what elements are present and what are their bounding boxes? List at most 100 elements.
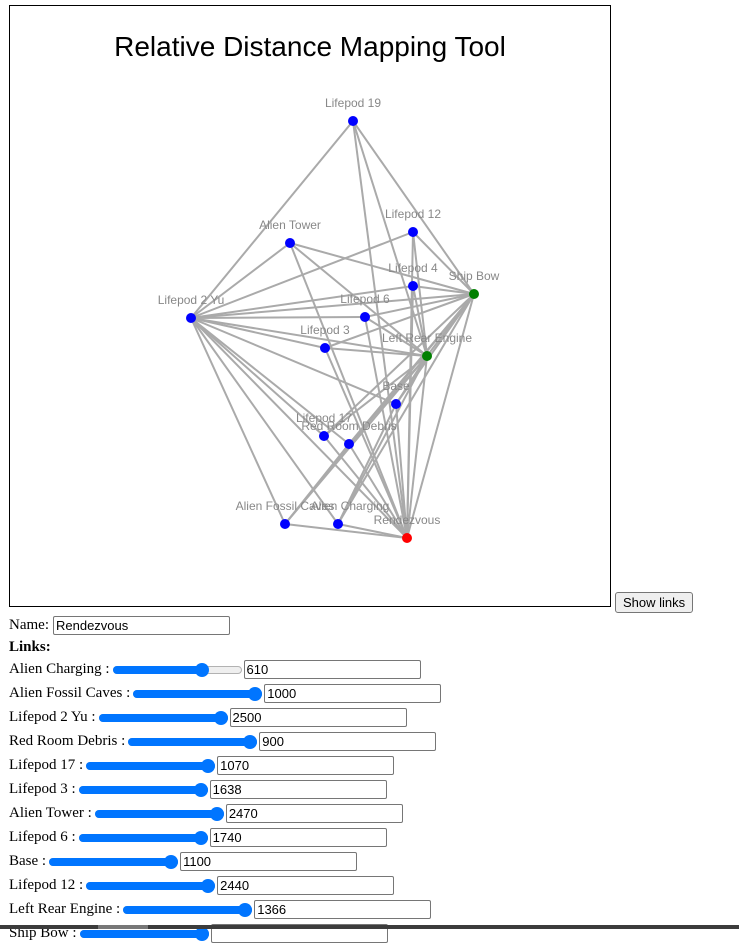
node-label-shipbow: Ship Bow bbox=[449, 269, 500, 283]
scrollbar-thumb[interactable] bbox=[98, 925, 148, 929]
node-leftrearengine[interactable] bbox=[422, 351, 432, 361]
link-label: Lifepod 2 Yu : bbox=[9, 708, 96, 725]
distance-slider[interactable] bbox=[94, 805, 224, 821]
distance-slider[interactable] bbox=[128, 733, 258, 749]
node-lifepod12[interactable] bbox=[408, 227, 418, 237]
distance-slider[interactable] bbox=[86, 757, 216, 773]
slider-fill bbox=[78, 834, 208, 842]
node-label-lifepod6: Lifepod 6 bbox=[340, 292, 390, 306]
node-label-base: Base bbox=[382, 379, 410, 393]
link-row: Lifepod 17 : bbox=[9, 753, 729, 777]
link-line-shipbow-leftrearengine bbox=[426, 293, 475, 357]
node-lifepod6[interactable] bbox=[360, 312, 370, 322]
link-line-base-rendezvous bbox=[395, 403, 408, 539]
slider-thumb[interactable] bbox=[213, 711, 228, 725]
link-row: Alien Tower : bbox=[9, 801, 729, 825]
slider-thumb[interactable] bbox=[193, 783, 208, 797]
location-nodes[interactable]: Lifepod 19 Alien Tower Lifepod 12 Lifepod 4… bbox=[158, 96, 500, 543]
node-alienfossilcaves[interactable] bbox=[280, 519, 290, 529]
node-redroomdebris[interactable] bbox=[344, 439, 354, 449]
distance-input[interactable] bbox=[217, 875, 395, 895]
distance-input[interactable] bbox=[209, 779, 387, 799]
link-label: Lifepod 12 : bbox=[9, 876, 84, 893]
distance-input[interactable] bbox=[180, 851, 358, 871]
link-line-lifepod2yu-redroomdebris bbox=[190, 317, 350, 445]
name-input[interactable] bbox=[52, 615, 230, 635]
distance-slider[interactable] bbox=[78, 829, 208, 845]
slider-thumb[interactable] bbox=[201, 759, 216, 773]
link-line-lifepod19-rendezvous bbox=[352, 120, 408, 539]
node-shipbow[interactable] bbox=[469, 289, 479, 299]
link-line-lifepod2yu-leftrearengine bbox=[190, 317, 428, 357]
link-line-aliencharging-rendezvous bbox=[337, 523, 408, 539]
node-label-lifepod12: Lifepod 12 bbox=[385, 207, 441, 221]
link-row: Red Room Debris : bbox=[9, 729, 729, 753]
link-line-alientower-rendezvous bbox=[289, 242, 408, 539]
slider-fill bbox=[133, 690, 263, 698]
link-line-lifepod4-shipbow bbox=[412, 285, 475, 295]
link-line-redroomdebris-rendezvous bbox=[348, 443, 408, 539]
slider-thumb[interactable] bbox=[194, 927, 209, 941]
node-rendezvous[interactable] bbox=[402, 533, 412, 543]
node-lifepod2yu[interactable] bbox=[186, 313, 196, 323]
name-row: Name: bbox=[9, 613, 729, 637]
distance-slider[interactable] bbox=[98, 709, 228, 725]
node-label-lifepod19: Lifepod 19 bbox=[325, 96, 381, 110]
node-lifepod4[interactable] bbox=[408, 281, 418, 291]
slider-thumb[interactable] bbox=[193, 831, 208, 845]
slider-fill bbox=[78, 786, 208, 794]
link-line-lifepod6-rendezvous bbox=[364, 316, 408, 539]
slider-thumb[interactable] bbox=[243, 735, 258, 749]
distance-input[interactable] bbox=[209, 827, 387, 847]
link-label: Lifepod 17 : bbox=[9, 756, 84, 773]
link-line-lifepod2yu-lifepod3 bbox=[190, 317, 326, 349]
node-base[interactable] bbox=[391, 399, 401, 409]
distance-input[interactable] bbox=[254, 899, 432, 919]
node-alientower[interactable] bbox=[285, 238, 295, 248]
link-line-lifepod2yu-shipbow bbox=[190, 293, 475, 319]
link-line-lifepod17-rendezvous bbox=[323, 435, 408, 539]
distance-slider[interactable] bbox=[86, 877, 216, 893]
slider-thumb[interactable] bbox=[164, 855, 179, 869]
link-row: Alien Fossil Caves : bbox=[9, 681, 729, 705]
node-label-redroomdebris: Red Room Debris bbox=[301, 419, 396, 433]
slider-thumb[interactable] bbox=[238, 903, 253, 917]
map-canvas[interactable]: Relative Distance Mapping Tool Lifepod 1… bbox=[9, 5, 611, 607]
distance-input[interactable] bbox=[259, 731, 437, 751]
node-lifepod19[interactable] bbox=[348, 116, 358, 126]
slider-thumb[interactable] bbox=[195, 663, 210, 677]
link-line-alientower-lifepod2yu bbox=[190, 242, 291, 319]
distance-input[interactable] bbox=[264, 683, 442, 703]
distance-input[interactable] bbox=[217, 755, 395, 775]
node-aliencharging[interactable] bbox=[333, 519, 343, 529]
distance-slider[interactable] bbox=[49, 853, 179, 869]
distance-slider[interactable] bbox=[112, 661, 242, 677]
link-label: Lifepod 3 : bbox=[9, 780, 76, 797]
slider-thumb[interactable] bbox=[248, 687, 263, 701]
distance-input[interactable] bbox=[229, 707, 407, 727]
node-lifepod17[interactable] bbox=[319, 431, 329, 441]
distance-slider[interactable] bbox=[123, 901, 253, 917]
link-line-lifepod2yu-base bbox=[190, 317, 397, 405]
link-line-lifepod19-lifepod2yu bbox=[190, 120, 354, 319]
name-label: Name: bbox=[9, 616, 49, 633]
show-links-button[interactable]: Show links bbox=[615, 592, 694, 613]
link-line-lifepod2yu-lifepod17 bbox=[190, 317, 325, 437]
link-line-lifepod2yu-lifepod6 bbox=[190, 316, 366, 319]
distance-input[interactable] bbox=[243, 659, 421, 679]
slider-fill bbox=[86, 882, 216, 890]
link-line-leftrearengine-aliencharging bbox=[337, 355, 428, 525]
link-line-lifepod4-leftrearengine bbox=[412, 285, 428, 357]
horizontal-scrollbar[interactable] bbox=[0, 925, 739, 929]
map-graph[interactable]: Relative Distance Mapping Tool Lifepod 1… bbox=[10, 6, 610, 606]
node-label-rendezvous: Rendezvous bbox=[374, 513, 441, 527]
link-editor-form: Name: Links: Alien Charging : Alien Fossi… bbox=[9, 613, 729, 945]
slider-fill bbox=[98, 714, 228, 722]
slider-thumb[interactable] bbox=[209, 807, 224, 821]
distance-slider[interactable] bbox=[78, 781, 208, 797]
slider-thumb[interactable] bbox=[201, 879, 216, 893]
distance-input[interactable] bbox=[225, 803, 403, 823]
node-lifepod3[interactable] bbox=[320, 343, 330, 353]
distance-slider[interactable] bbox=[133, 685, 263, 701]
link-line-lifepod3-rendezvous bbox=[324, 347, 408, 539]
